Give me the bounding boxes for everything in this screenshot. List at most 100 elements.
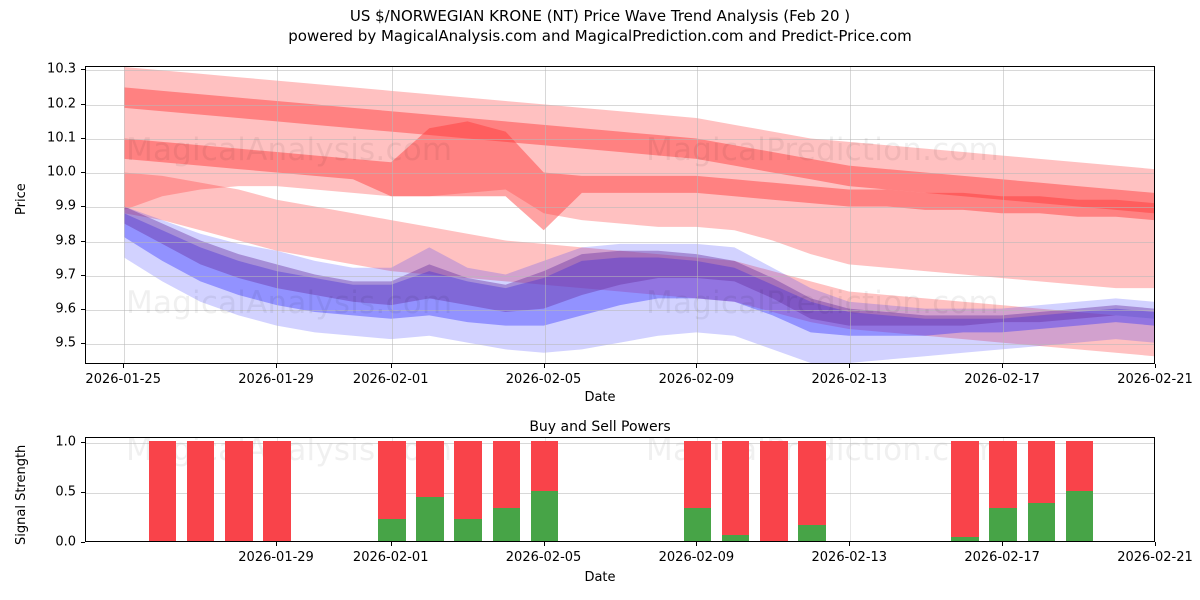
band-blue-band-inner [124,213,1154,336]
buy-power-segment [951,537,979,541]
gridline-vertical [1003,67,1005,363]
signal-ytick-label: 0.0 [55,534,76,550]
signal-bar[interactable] [454,441,482,541]
signal-bar[interactable] [492,441,521,541]
gridline-vertical [850,438,852,541]
signal-xtick-mark [543,542,545,546]
price-ytick-mark [81,274,85,276]
signal-bar[interactable] [1027,441,1056,541]
price-chart-watermarks: MagicalAnalysis.com MagicalPrediction.com… [86,67,1154,363]
signal-xtick-mark [276,542,278,546]
price-xtick-mark [1155,364,1156,368]
gridline-vertical [391,67,393,363]
signal-xtick-label: 2026-02-17 [964,550,1040,565]
signal-bar[interactable] [951,441,979,541]
signal-axis-y-label: Signal Strength [14,444,29,545]
watermark-text: MagicalAnalysis.com [126,285,453,321]
signal-ytick-mark [81,442,85,443]
gridline-horizontal [86,70,1154,72]
signal-ytick-label: 0.5 [55,484,76,500]
buy-power-segment [1027,503,1056,541]
sell-power-segment [721,441,750,541]
signal-xtick-label: 2026-02-21 [1117,550,1193,565]
signal-bar[interactable] [760,441,788,541]
price-chart-plot-area: MagicalAnalysis.com MagicalPrediction.com… [85,66,1155,364]
price-xtick-label: 2026-02-09 [658,372,735,387]
gridline-horizontal [86,104,1154,106]
signal-bar[interactable] [378,441,406,541]
gridline-horizontal [86,173,1154,175]
price-ytick-label: 10.1 [47,130,76,146]
signal-bar[interactable] [263,441,291,541]
buy-power-segment [454,519,482,541]
sell-power-segment [148,441,177,541]
price-ytick-mark [81,103,85,105]
signal-bar[interactable] [148,441,177,541]
signal-ytick-label: 1.0 [55,434,76,450]
gridline-vertical [124,67,126,363]
gridline-horizontal [86,344,1154,346]
watermark-text: MagicalPrediction.com [646,132,999,168]
price-ytick-mark [81,240,85,242]
buy-power-segment [1065,491,1094,541]
price-ytick-label: 9.8 [55,233,76,249]
signal-chart-title-block: Buy and Sell Powers [0,419,1200,435]
signal-xtick-mark [696,542,698,546]
price-wave-bands [124,67,1154,363]
price-xtick-mark [543,364,545,368]
signal-bar[interactable] [683,441,712,541]
signal-bar[interactable] [416,441,444,541]
signal-xtick-mark [849,542,851,546]
buy-power-segment [683,508,712,541]
price-xtick-mark [696,364,698,368]
sell-power-segment [225,441,253,541]
signal-xtick-label: 2026-02-09 [658,550,735,565]
signal-bar[interactable] [530,441,559,541]
buy-power-segment [416,497,444,541]
buy-power-segment [989,508,1017,541]
price-xtick-mark [849,364,851,368]
signal-bar[interactable] [989,441,1017,541]
buy-power-segment [492,508,521,541]
price-ytick-mark [81,172,85,174]
signal-bar[interactable] [798,441,826,541]
signal-ytick-mark [81,542,85,543]
gridline-horizontal [86,138,1154,140]
buy-power-segment [721,535,750,541]
price-xtick-label: 2026-02-21 [1117,372,1193,387]
price-ytick-label: 10.2 [47,96,76,112]
price-xtick-mark [390,364,392,368]
sell-power-segment [798,441,826,541]
price-xtick-label: 2026-01-25 [85,372,161,387]
signal-bar[interactable] [721,441,750,541]
gridline-vertical [850,67,852,363]
signal-xtick-label: 2026-02-01 [352,550,429,565]
gridline-horizontal [86,275,1154,277]
price-ytick-label: 9.5 [55,335,76,351]
signal-axis-x-label: Date [584,570,616,585]
price-chart-gridlines [86,67,1154,363]
price-axis-y-label: Price [14,183,29,215]
signal-xtick-mark [1002,542,1004,546]
band-red-band-mid [124,121,1154,231]
price-ytick-label: 10.3 [47,61,76,77]
signal-xtick-mark [1155,542,1156,546]
price-xtick-label: 2026-01-29 [238,372,314,387]
signal-ytick-mark [81,492,85,493]
chart-title-block: US $/NORWEGIAN KRONE (NT) Price Wave Tre… [0,6,1200,46]
price-xtick-mark [1002,364,1004,368]
buy-power-segment [530,491,559,541]
price-xtick-label: 2026-02-13 [811,372,888,387]
price-ytick-mark [81,343,85,345]
price-axis-x-label: Date [584,390,616,405]
signal-bar[interactable] [1065,441,1094,541]
signal-bar[interactable] [186,441,215,541]
buy-power-segment [378,519,406,541]
gridline-horizontal [86,207,1154,209]
price-xtick-label: 2026-02-17 [964,372,1040,387]
watermark-text: MagicalAnalysis.com [126,132,453,168]
signal-xtick-label: 2026-02-13 [811,550,888,565]
signal-bar[interactable] [225,441,253,541]
signal-xtick-label: 2026-01-29 [238,550,314,565]
